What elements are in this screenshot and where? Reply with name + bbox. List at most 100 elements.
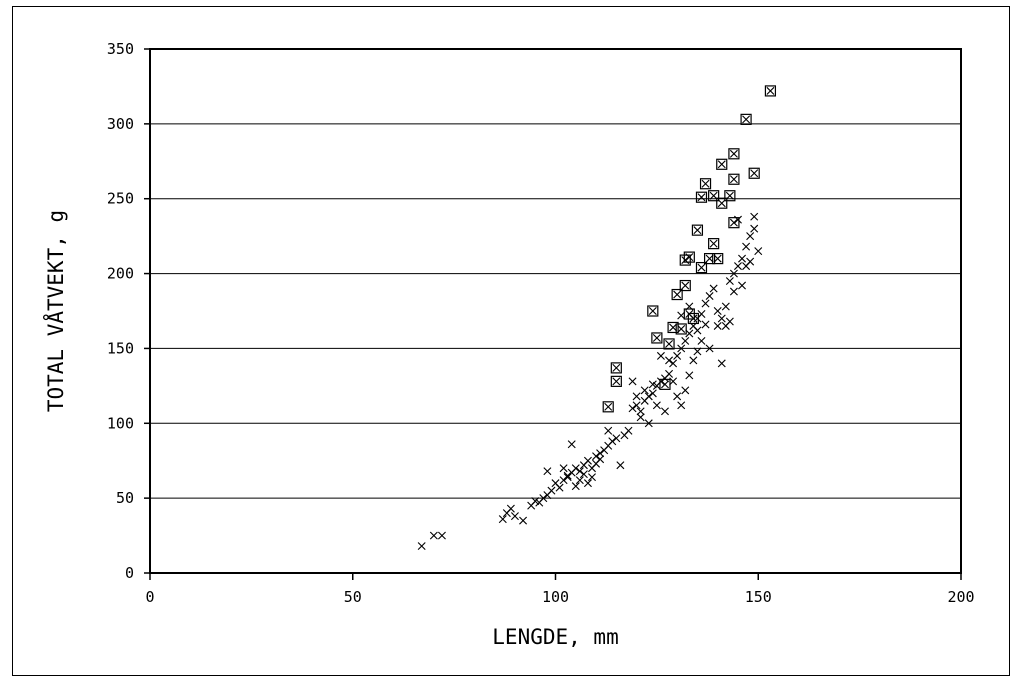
data-point-0-101 <box>677 311 686 320</box>
data-point-0-58 <box>709 284 718 293</box>
data-point-1-29 <box>740 113 752 125</box>
y-tick-label-50: 50 <box>116 489 134 507</box>
x-tick-label-150: 150 <box>745 588 772 606</box>
data-point-0-83 <box>673 392 682 401</box>
y-tick-label-150: 150 <box>107 339 134 357</box>
data-point-0-76 <box>616 461 625 470</box>
data-point-0-84 <box>677 401 686 410</box>
data-point-0-31 <box>596 449 605 458</box>
data-point-0-51 <box>681 336 690 345</box>
data-point-0-0 <box>417 542 426 551</box>
data-point-0-92 <box>717 359 726 368</box>
data-point-1-10 <box>679 279 691 292</box>
data-point-1-27 <box>728 173 740 185</box>
data-point-1-0 <box>602 401 614 413</box>
data-point-0-104 <box>701 320 710 329</box>
x-tick-label-0: 0 <box>145 588 154 606</box>
data-point-0-82 <box>669 377 678 386</box>
data-point-0-74 <box>596 455 605 464</box>
data-point-0-80 <box>652 401 661 410</box>
data-point-1-26 <box>728 148 740 160</box>
data-point-0-106 <box>665 356 674 365</box>
data-point-0-29 <box>583 479 592 488</box>
data-point-0-48 <box>669 359 678 368</box>
data-point-0-69 <box>754 247 763 256</box>
data-point-0-65 <box>738 254 747 263</box>
data-point-0-19 <box>571 464 580 473</box>
data-point-1-19 <box>703 253 716 265</box>
data-point-1-8 <box>671 288 683 301</box>
y-tick-label-300: 300 <box>107 115 134 133</box>
data-point-0-47 <box>665 369 674 378</box>
y-tick-label-0: 0 <box>125 564 134 582</box>
data-point-0-97 <box>725 317 734 326</box>
x-tick-label-200: 200 <box>947 588 974 606</box>
data-point-0-103 <box>693 326 702 335</box>
data-point-0-62 <box>725 277 734 286</box>
data-point-0-105 <box>656 351 665 360</box>
data-point-0-3 <box>498 515 507 524</box>
data-point-1-23 <box>716 197 728 209</box>
data-point-0-13 <box>547 486 556 495</box>
data-point-1-15 <box>691 224 704 236</box>
data-point-0-27 <box>567 440 576 449</box>
data-point-0-39 <box>632 401 641 410</box>
data-point-0-17 <box>563 471 572 480</box>
data-point-0-107 <box>648 380 657 389</box>
data-point-1-20 <box>708 238 720 250</box>
data-point-0-75 <box>604 426 613 435</box>
data-point-0-109 <box>632 392 641 401</box>
data-point-0-66 <box>742 242 751 251</box>
data-point-0-11 <box>539 494 548 503</box>
data-point-0-56 <box>701 299 710 308</box>
data-point-0-87 <box>689 356 698 365</box>
chart-frame: 0 50 100 150 200 250 300 350 0 50 100 150 200 LENGDE,… <box>12 6 1010 676</box>
data-point-0-77 <box>628 377 637 386</box>
data-point-0-94 <box>729 287 738 296</box>
data-point-0-38 <box>628 404 637 413</box>
data-point-0-37 <box>624 426 633 435</box>
data-point-0-6 <box>510 512 519 521</box>
data-point-1-5 <box>659 378 671 390</box>
data-point-1-1 <box>610 375 622 387</box>
data-point-0-100 <box>750 212 759 221</box>
data-point-1-25 <box>724 190 736 202</box>
data-point-0-89 <box>697 336 706 345</box>
data-point-0-79 <box>644 419 653 428</box>
data-point-0-63 <box>729 269 738 278</box>
data-point-0-72 <box>579 470 588 479</box>
data-point-1-2 <box>610 362 622 374</box>
data-point-0-67 <box>746 232 755 241</box>
data-point-1-24 <box>716 158 728 170</box>
data-point-0-59 <box>713 307 722 315</box>
data-point-0-60 <box>717 314 726 323</box>
data-point-1-4 <box>651 332 663 344</box>
data-point-0-26 <box>559 464 568 473</box>
data-point-1-16 <box>695 261 708 274</box>
data-point-1-30 <box>748 167 760 179</box>
data-point-0-93 <box>721 302 730 311</box>
scatter-chart: 0 50 100 150 200 250 300 350 0 50 100 150 200 LENGDE,… <box>42 40 975 649</box>
data-point-1-28 <box>728 217 740 229</box>
data-point-0-15 <box>555 483 564 492</box>
y-tick-label-250: 250 <box>107 190 134 208</box>
y-tick-label-350: 350 <box>107 40 134 58</box>
x-axis-title: LENGDE, mm <box>492 625 618 649</box>
data-point-0-99 <box>742 262 751 271</box>
data-point-0-78 <box>636 413 645 422</box>
data-point-0-43 <box>648 389 657 398</box>
data-point-1-18 <box>699 178 712 190</box>
data-point-1-22 <box>712 253 724 265</box>
data-point-0-90 <box>705 344 714 353</box>
data-point-0-2 <box>437 531 446 540</box>
data-point-0-40 <box>636 407 645 416</box>
data-point-0-50 <box>677 344 686 353</box>
data-point-0-42 <box>644 392 653 401</box>
data-point-1-3 <box>647 305 659 317</box>
data-point-0-57 <box>705 292 714 301</box>
data-point-1-12 <box>683 251 695 263</box>
data-point-1-9 <box>675 323 687 335</box>
data-point-0-108 <box>640 386 649 395</box>
data-point-0-20 <box>575 467 584 476</box>
y-axis-title: TOTAL VÅTVEKT, g <box>42 210 68 412</box>
